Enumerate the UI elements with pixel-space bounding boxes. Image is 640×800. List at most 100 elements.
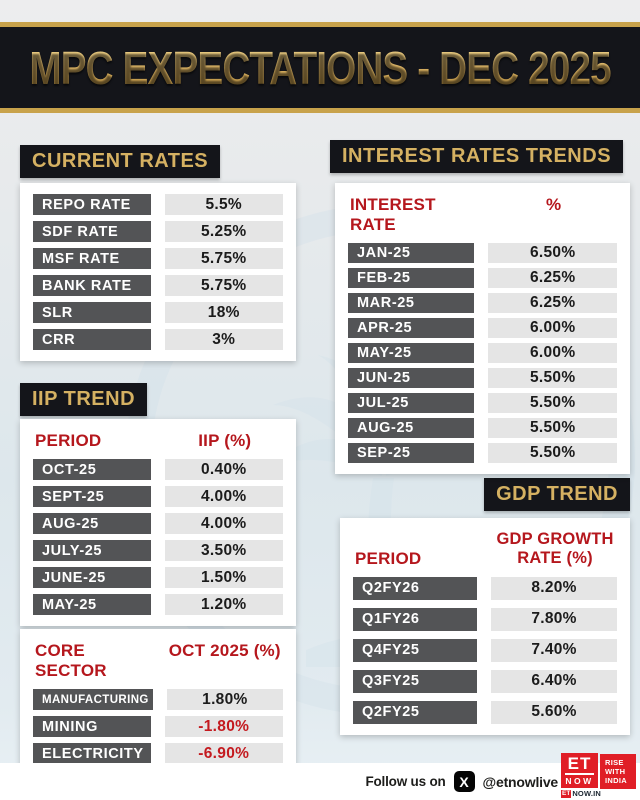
section-title-current-rates: CURRENT RATES: [20, 145, 221, 178]
table-row: BANK RATE 5.75%: [33, 275, 283, 296]
row-label: MAY-25: [348, 343, 475, 363]
row-value: 5.50%: [488, 393, 617, 413]
table-row: SEPT-25 4.00%: [33, 486, 283, 507]
x-handle: @etnowlive: [482, 773, 559, 790]
row-value: 8.20%: [491, 576, 617, 600]
column-header-core-sector: CORE SECTOR: [35, 641, 107, 680]
x-twitter-icon: X: [453, 771, 475, 792]
row-label: AUG-25: [348, 418, 475, 438]
logo-et-text: ET: [565, 755, 594, 775]
row-label: OCT-25: [33, 459, 151, 480]
current-rates-table: REPO RATE 5.5% SDF RATE 5.25% MSF RATE 5…: [20, 183, 296, 361]
follow-us-label: Follow us on: [365, 774, 446, 789]
core-sector-table: CORE SECTOR OCT 2025 (%) MANUFACTURING 1…: [20, 629, 296, 775]
website-line: ET NOW.IN: [561, 788, 601, 798]
row-label: SEP-25: [348, 443, 475, 463]
row-label: JUN-25: [348, 368, 475, 388]
table-row: Q2FY26 8.20%: [353, 576, 617, 600]
row-value: 5.60%: [491, 700, 617, 724]
row-value: 4.00%: [164, 513, 283, 534]
row-value: 6.50%: [488, 243, 617, 263]
header-band: MPC EXPECTATIONS - DEC 2025: [0, 22, 640, 113]
column-header-interest-rate: INTEREST RATE: [350, 195, 436, 234]
row-label: JAN-25: [348, 243, 475, 263]
table-row: AUG-25 4.00%: [33, 513, 283, 534]
table-row: APR-25 6.00%: [348, 318, 617, 338]
table-row: Q1FY26 7.80%: [353, 607, 617, 631]
row-value: 3.50%: [164, 540, 283, 561]
row-label: Q2FY26: [353, 576, 478, 600]
row-label: SLR: [33, 302, 151, 323]
row-value: 7.40%: [491, 638, 617, 662]
row-label: MSF RATE: [33, 248, 151, 269]
table-row: Q2FY25 5.60%: [353, 700, 617, 724]
footer-bar: Follow us on X @etnowlive ET NOW ET NOW.…: [0, 753, 640, 800]
row-value: 5.5%: [164, 194, 283, 215]
row-label: MAY-25: [33, 594, 151, 615]
row-label: Q1FY26: [353, 607, 478, 631]
tagline-line-3: INDIA: [605, 776, 627, 785]
column-header-oct-2025-percent: OCT 2025 (%): [168, 641, 281, 660]
table-row: AUG-25 5.50%: [348, 418, 617, 438]
row-value: 7.80%: [491, 607, 617, 631]
interest-rates-trends-table: INTEREST RATE % JAN-25 6.50% FEB-25 6.25…: [335, 183, 630, 474]
website-et-badge: ET: [561, 789, 572, 798]
table-row: JUL-25 5.50%: [348, 393, 617, 413]
row-value: 5.50%: [488, 443, 617, 463]
row-value: 5.25%: [164, 221, 283, 242]
row-value: -1.80%: [164, 716, 283, 737]
column-header-gdp-growth-rate: GDP GROWTH RATE (%): [496, 530, 614, 568]
row-value: 5.50%: [488, 418, 617, 438]
row-label: JULY-25: [33, 540, 151, 561]
table-row: Q4FY25 7.40%: [353, 638, 617, 662]
table-row: SEP-25 5.50%: [348, 443, 617, 463]
table-row: JUNE-25 1.50%: [33, 567, 283, 588]
row-label: SDF RATE: [33, 221, 151, 242]
table-row: MAY-25 1.20%: [33, 594, 283, 615]
table-row: MAY-25 6.00%: [348, 343, 617, 363]
column-header-iip-percent: IIP (%): [198, 431, 252, 450]
row-value: 3%: [164, 329, 283, 350]
row-label: Q3FY25: [353, 669, 478, 693]
row-label: AUG-25: [33, 513, 151, 534]
row-value: 6.25%: [488, 293, 617, 313]
row-value: 1.80%: [166, 689, 283, 710]
table-row: MSF RATE 5.75%: [33, 248, 283, 269]
table-row: SLR 18%: [33, 302, 283, 323]
row-label: ELECTRICITY: [33, 743, 151, 764]
row-value: 0.40%: [164, 459, 283, 480]
row-label: JUL-25: [348, 393, 475, 413]
row-label: FEB-25: [348, 268, 475, 288]
row-value: 18%: [164, 302, 283, 323]
table-header: PERIOD IIP (%): [33, 431, 283, 451]
column-header-percent: %: [546, 195, 562, 214]
table-row: ELECTRICITY -6.90%: [33, 743, 283, 764]
row-value: 6.25%: [488, 268, 617, 288]
row-label: BANK RATE: [33, 275, 151, 296]
table-row: MAR-25 6.25%: [348, 293, 617, 313]
row-value: 1.20%: [164, 594, 283, 615]
table-header: CORE SECTOR OCT 2025 (%): [33, 641, 283, 681]
iip-trend-table: PERIOD IIP (%) OCT-25 0.40% SEPT-25 4.00…: [20, 419, 296, 626]
row-value: 5.75%: [164, 275, 283, 296]
row-label: MINING: [33, 716, 151, 737]
page-title: MPC EXPECTATIONS - DEC 2025: [29, 41, 611, 94]
column-header-period: PERIOD: [35, 431, 102, 450]
row-label: Q2FY25: [353, 700, 478, 724]
row-label: CRR: [33, 329, 151, 350]
row-label: APR-25: [348, 318, 475, 338]
row-value: 6.40%: [491, 669, 617, 693]
row-value: 1.50%: [164, 567, 283, 588]
table-header: INTEREST RATE %: [348, 195, 617, 235]
section-title-interest-rates-trends: INTEREST RATES TRENDS: [330, 140, 624, 173]
table-row: MANUFACTURING 1.80%: [33, 689, 283, 710]
row-label: REPO RATE: [33, 194, 151, 215]
follow-us-row: Follow us on X @etnowlive: [365, 771, 558, 792]
table-row: OCT-25 0.40%: [33, 459, 283, 480]
row-value: 5.50%: [488, 368, 617, 388]
iip-trend-rows: OCT-25 0.40% SEPT-25 4.00% AUG-25 4.00% …: [33, 459, 283, 615]
row-value: -6.90%: [164, 743, 283, 764]
row-label: SEPT-25: [33, 486, 151, 507]
gdp-trend-table: PERIOD GDP GROWTH RATE (%) Q2FY26 8.20% …: [340, 518, 630, 735]
